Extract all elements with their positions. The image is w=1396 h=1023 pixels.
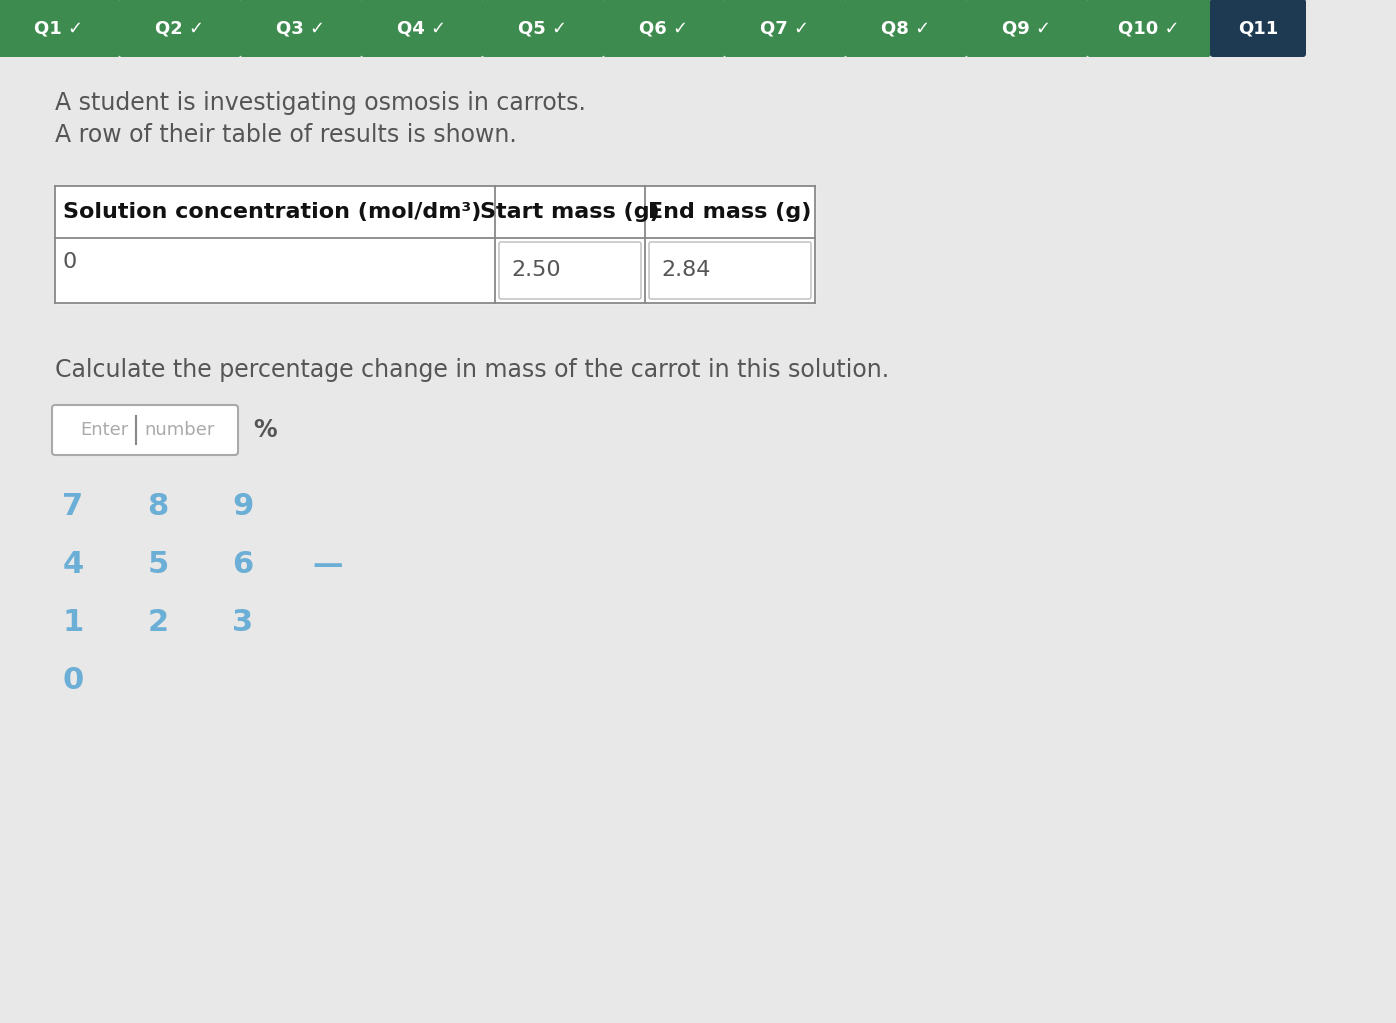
FancyBboxPatch shape <box>52 405 237 455</box>
FancyBboxPatch shape <box>482 0 604 57</box>
Text: Q4 ✓: Q4 ✓ <box>398 19 447 37</box>
Text: Solution concentration (mol/dm³): Solution concentration (mol/dm³) <box>63 202 482 222</box>
Text: Q8 ✓: Q8 ✓ <box>881 19 931 37</box>
Text: 2.50: 2.50 <box>511 261 561 280</box>
Text: 7: 7 <box>63 492 84 521</box>
FancyBboxPatch shape <box>498 242 641 299</box>
Text: Q3 ✓: Q3 ✓ <box>276 19 325 37</box>
FancyBboxPatch shape <box>1087 0 1210 57</box>
Text: 2: 2 <box>148 608 169 637</box>
Text: Calculate the percentage change in mass of the carrot in this solution.: Calculate the percentage change in mass … <box>54 358 889 382</box>
Text: A student is investigating osmosis in carrots.: A student is investigating osmosis in ca… <box>54 91 586 115</box>
Text: Q7 ✓: Q7 ✓ <box>761 19 810 37</box>
FancyBboxPatch shape <box>845 0 967 57</box>
Text: 0: 0 <box>63 252 77 272</box>
Text: Q2 ✓: Q2 ✓ <box>155 19 205 37</box>
Text: 0: 0 <box>63 666 84 695</box>
Text: %: % <box>253 418 276 442</box>
Text: A row of their table of results is shown.: A row of their table of results is shown… <box>54 123 517 147</box>
Text: 3: 3 <box>233 608 254 637</box>
Text: 6: 6 <box>232 550 254 579</box>
Text: 8: 8 <box>148 492 169 521</box>
Text: Q10 ✓: Q10 ✓ <box>1118 19 1180 37</box>
Text: Q1 ✓: Q1 ✓ <box>35 19 84 37</box>
FancyBboxPatch shape <box>1210 0 1307 57</box>
Text: number: number <box>144 421 215 439</box>
Text: Enter: Enter <box>80 421 128 439</box>
Text: 9: 9 <box>232 492 254 521</box>
Text: Start mass (g): Start mass (g) <box>480 202 660 222</box>
Text: 1: 1 <box>63 608 84 637</box>
Text: 4: 4 <box>63 550 84 579</box>
Bar <box>54 186 815 303</box>
Text: Q6 ✓: Q6 ✓ <box>639 19 688 37</box>
FancyBboxPatch shape <box>725 0 846 57</box>
FancyBboxPatch shape <box>362 0 483 57</box>
FancyBboxPatch shape <box>119 0 242 57</box>
Text: Q5 ✓: Q5 ✓ <box>518 19 568 37</box>
FancyBboxPatch shape <box>0 0 120 57</box>
Text: Q9 ✓: Q9 ✓ <box>1002 19 1051 37</box>
Text: 5: 5 <box>148 550 169 579</box>
Text: End mass (g): End mass (g) <box>648 202 811 222</box>
FancyBboxPatch shape <box>649 242 811 299</box>
FancyBboxPatch shape <box>966 0 1087 57</box>
Text: —: — <box>313 550 343 579</box>
Text: Q11: Q11 <box>1238 19 1279 37</box>
FancyBboxPatch shape <box>240 0 362 57</box>
FancyBboxPatch shape <box>603 0 725 57</box>
Text: 2.84: 2.84 <box>660 261 711 280</box>
